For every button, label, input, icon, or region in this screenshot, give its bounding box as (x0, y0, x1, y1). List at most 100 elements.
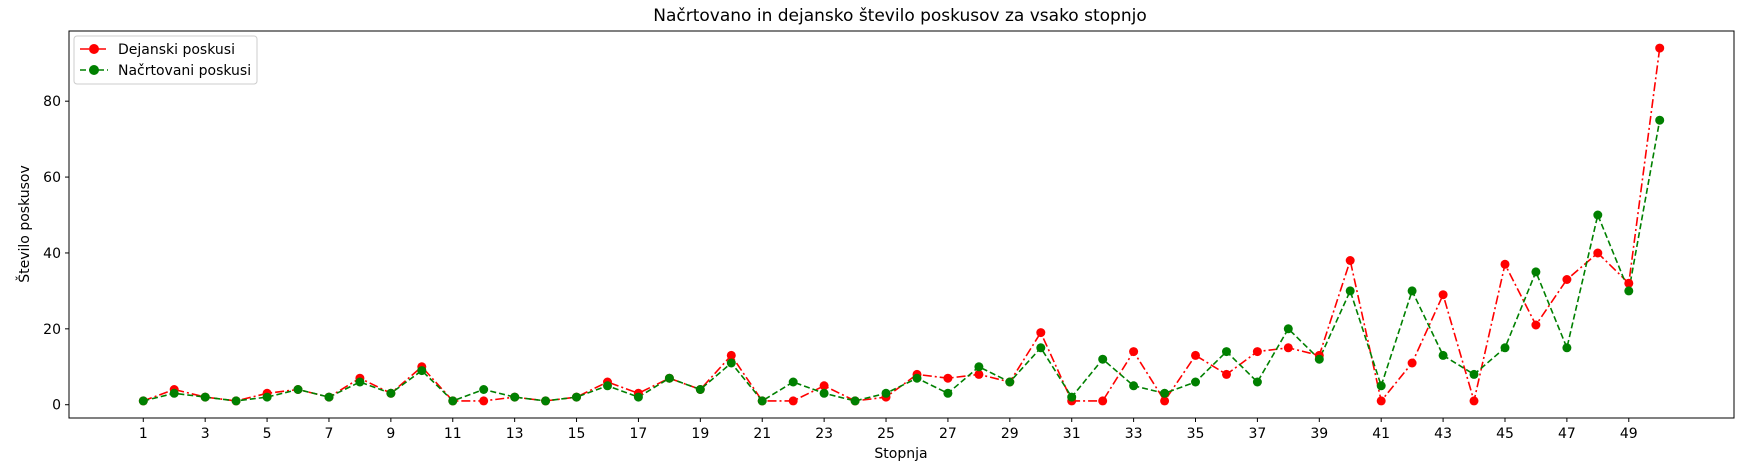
series-1-point (1469, 369, 1479, 379)
series-1-point (1438, 350, 1448, 360)
chart-title: Načrtovano in dejansko število poskusov … (653, 6, 1146, 26)
x-tick-label: 23 (815, 426, 833, 442)
plot-frame (68, 30, 1735, 419)
series-line-0 (143, 47, 1661, 405)
x-tick-label: 35 (1187, 426, 1205, 442)
legend-box (73, 35, 258, 85)
legend-marker-planned (89, 65, 99, 75)
series-1-point (695, 385, 705, 394)
series-1-point (386, 388, 396, 398)
series-0-point (1562, 275, 1572, 284)
x-tick-label: 3 (201, 426, 210, 442)
series-0-point (788, 396, 798, 406)
series-1-point (510, 392, 520, 402)
series-1-point (1005, 377, 1015, 387)
x-tick-label: 11 (444, 426, 462, 442)
series-0-point (1407, 358, 1417, 368)
series-1-point (757, 396, 767, 406)
series-1-point (1593, 210, 1603, 220)
series-1-point (1345, 286, 1355, 296)
x-tick-label: 21 (753, 426, 771, 442)
series-0-point (1624, 278, 1634, 288)
series-0-point (1252, 347, 1262, 357)
series-1-point (1624, 286, 1634, 296)
series-0-point (1160, 396, 1170, 406)
x-tick-label: 43 (1434, 426, 1452, 442)
series-1-point (819, 388, 829, 398)
series-1-point (1067, 392, 1077, 402)
x-tick-label: 5 (263, 426, 272, 442)
x-tick-label: 15 (568, 426, 586, 442)
series-0-point (1345, 256, 1355, 265)
series-1-point (881, 388, 891, 398)
series-1-point (726, 358, 736, 368)
series-1-point (1562, 343, 1572, 353)
series-1-point (448, 396, 458, 406)
series-0-point (1438, 290, 1448, 300)
x-tick-label: 37 (1248, 426, 1266, 442)
x-tick-label: 45 (1496, 426, 1514, 442)
series-0-point (479, 396, 489, 406)
series-1-point (479, 385, 489, 394)
legend: Dejanski poskusi Načrtovani poskusi (73, 35, 258, 85)
x-tick-label: 47 (1558, 426, 1576, 442)
y-tick-label: 40 (43, 246, 61, 262)
series-0-point (1283, 343, 1293, 353)
series-0-point (1036, 328, 1046, 338)
x-tick-label: 39 (1310, 426, 1328, 442)
axes: 1 3 5 7 9 11 13 15 17 19 21 23 25 27 29 31 33 35 37 39 41 43 4… (43, 94, 1638, 442)
series-1-point (1098, 354, 1108, 364)
series-1-point (850, 396, 860, 406)
y-tick-label: 0 (52, 398, 61, 414)
series-1-point (1500, 343, 1510, 353)
series-1-point (788, 377, 798, 387)
series-1-point (1252, 377, 1262, 387)
x-tick-label: 7 (325, 426, 334, 442)
x-tick-label: 25 (877, 426, 895, 442)
x-tick-label: 1 (139, 426, 148, 442)
series-1-point (974, 362, 984, 372)
series-0-point (819, 381, 829, 391)
x-tick-label: 27 (939, 426, 957, 442)
series-0-point (1655, 43, 1665, 53)
series-1-point (1129, 381, 1139, 391)
series-1-point (262, 392, 272, 402)
series-0-point (1098, 396, 1108, 406)
x-tick-label: 9 (386, 426, 395, 442)
x-tick-label: 33 (1125, 426, 1143, 442)
series-1-point (355, 377, 365, 387)
series-1-point (1655, 115, 1665, 125)
series-1-point (1407, 286, 1417, 296)
x-tick-label: 49 (1620, 426, 1638, 442)
series-0-point (726, 350, 736, 360)
series-1-point (324, 392, 334, 402)
x-tick-label: 29 (1001, 426, 1019, 442)
x-tick-label: 17 (630, 426, 648, 442)
series-1-point (231, 396, 241, 406)
series-1-point (633, 392, 643, 402)
series-1-point (169, 388, 179, 398)
series-1-point (943, 388, 953, 398)
legend-label-actual: Dejanski poskusi (118, 42, 235, 58)
series-0-point (1593, 248, 1603, 258)
y-tick-label: 60 (43, 170, 61, 186)
series-1-point (1160, 388, 1170, 398)
series-0-point (1500, 259, 1510, 269)
series-1-point (1314, 354, 1324, 364)
x-tick-label: 31 (1063, 426, 1081, 442)
series-0-point (1376, 396, 1386, 406)
y-tick-label: 20 (43, 322, 61, 338)
series-1-point (572, 392, 581, 402)
series-1-point (1222, 347, 1231, 357)
series-1-point (603, 381, 612, 391)
series-1-point (293, 385, 303, 394)
legend-label-planned: Načrtovani poskusi (118, 63, 251, 79)
series-0-point (974, 369, 984, 379)
series-0-point (1469, 396, 1479, 406)
series-1-point (1191, 377, 1200, 387)
x-tick-label: 19 (691, 426, 709, 442)
legend-marker-actual (89, 44, 99, 54)
series-line-1 (143, 120, 1661, 402)
series-0-point (943, 373, 953, 383)
